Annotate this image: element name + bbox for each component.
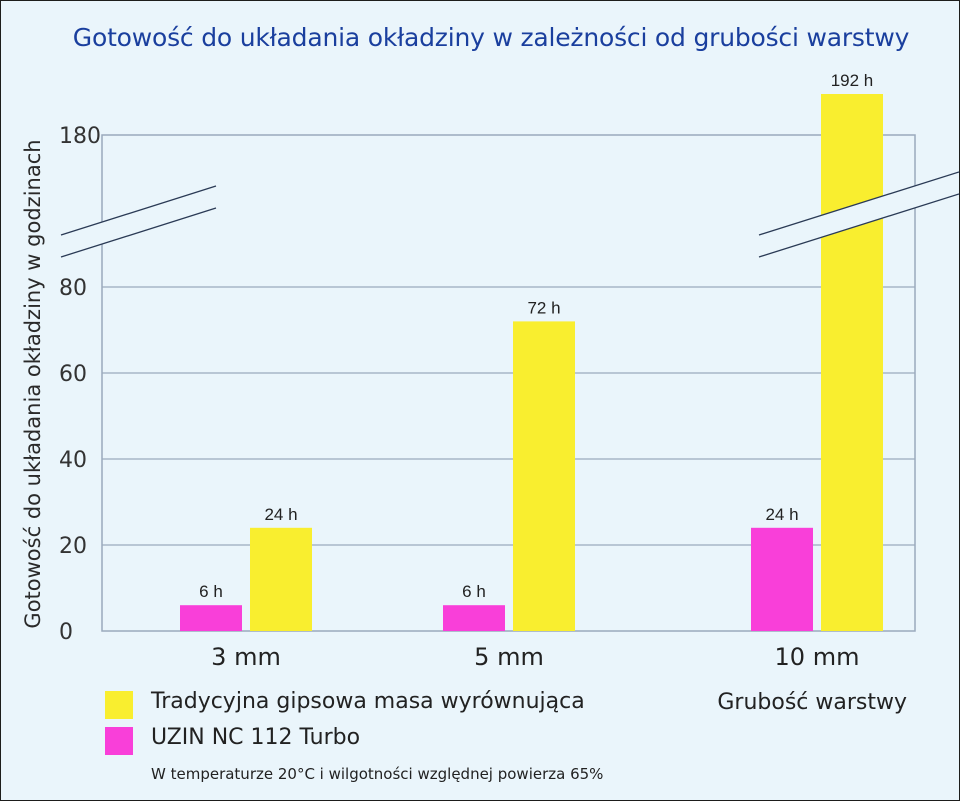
bar-uzin — [443, 605, 505, 631]
footnote: W temperaturze 20°C i wilgotności względ… — [151, 765, 604, 783]
bar-traditional — [513, 321, 575, 631]
axis-break-right-gap — [755, 172, 959, 257]
y-tick-label: 180 — [59, 124, 101, 149]
bar-value-label: 72 h — [527, 298, 560, 317]
bar-value-label: 24 h — [765, 505, 798, 524]
legend-swatch-uzin — [105, 727, 133, 755]
axis-break-right-line — [758, 193, 959, 258]
bar-traditional — [821, 94, 883, 631]
bar-value-label: 192 h — [831, 71, 874, 90]
legend-label-traditional: Tradycyjna gipsowa masa wyrównująca — [151, 689, 585, 714]
axis-break-left-line — [60, 207, 217, 258]
x-axis-label: Grubość warstwy — [717, 690, 907, 715]
y-tick-label: 0 — [59, 620, 73, 645]
bar-uzin — [751, 527, 813, 631]
axis-break-left-gap — [57, 186, 220, 257]
plot-border — [101, 134, 916, 632]
y-tick-label: 20 — [59, 534, 87, 559]
y-tick-label: 40 — [59, 448, 87, 473]
bar-value-label: 6 h — [199, 582, 223, 601]
chart-title: Gotowość do układania okładziny w zależn… — [72, 23, 910, 52]
axis-break-right-line — [758, 171, 959, 236]
bar-value-label: 6 h — [462, 582, 486, 601]
x-tick-label: 10 mm — [775, 643, 860, 671]
y-tick-label: 60 — [59, 362, 87, 387]
bar-traditional — [250, 527, 312, 631]
bar-uzin — [180, 605, 242, 631]
bar-value-label: 24 h — [264, 505, 297, 524]
x-tick-label: 5 mm — [474, 643, 544, 671]
y-tick-label: 80 — [59, 276, 87, 301]
legend-swatch-traditional — [105, 691, 133, 719]
axis-break-left-line — [60, 185, 217, 236]
x-tick-label: 3 mm — [211, 643, 281, 671]
legend-label-uzin: UZIN NC 112 Turbo — [151, 725, 361, 750]
